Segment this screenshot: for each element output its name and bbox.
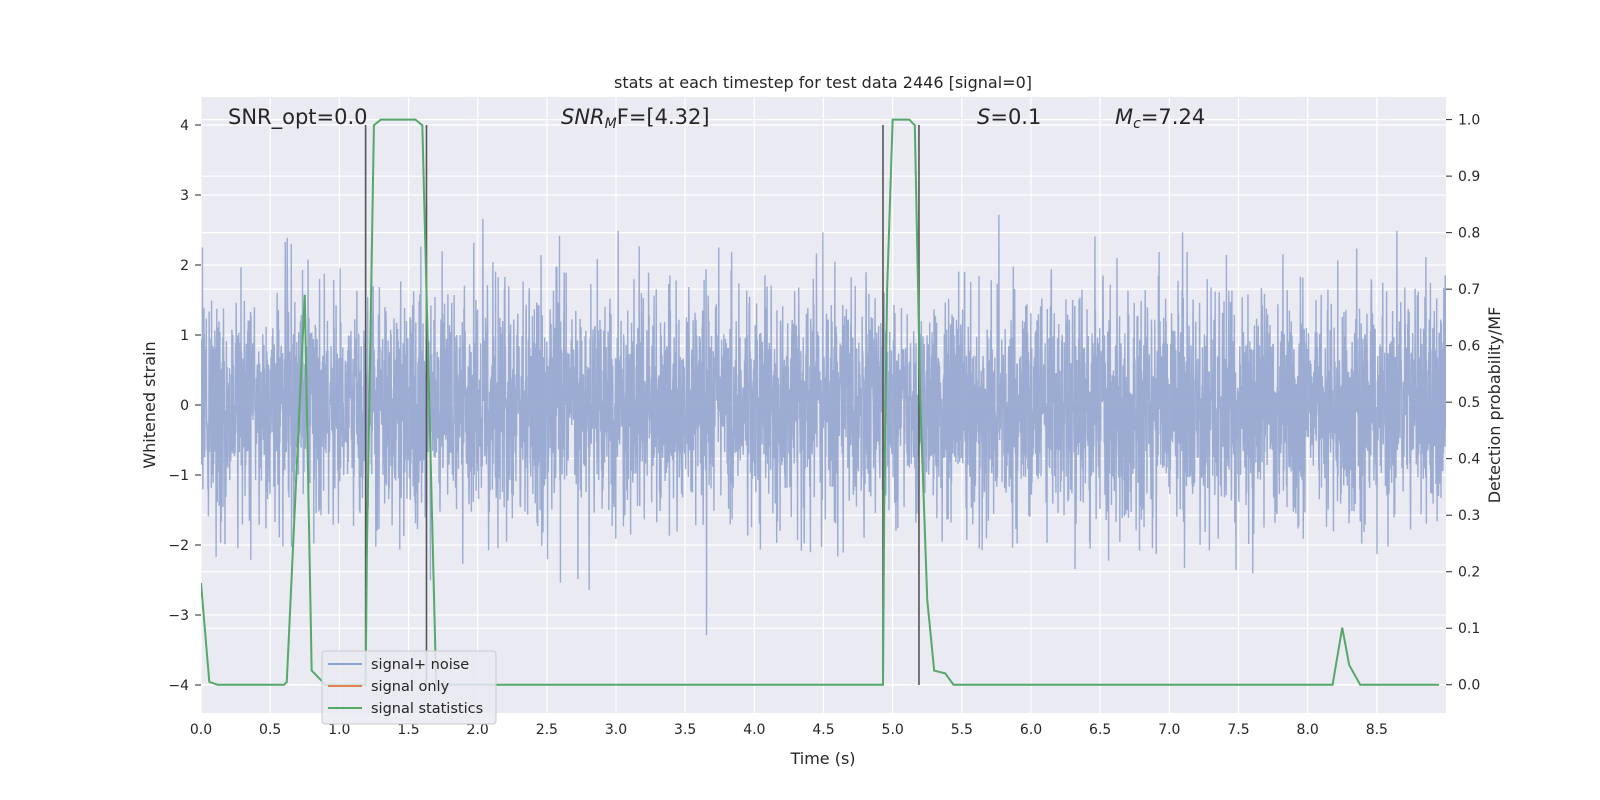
plot-area: [200, 97, 1446, 713]
legend-label-signal-statistics: signal statistics: [371, 701, 483, 717]
annotation-s: S=0.1: [977, 105, 1041, 129]
y-right-tick-label: 0.8: [1458, 226, 1480, 242]
y-right-tick-label: 0.2: [1458, 565, 1480, 581]
y-tick-label: −3: [168, 608, 189, 624]
x-tick-label: 1.5: [397, 722, 419, 738]
legend-label-signal-plus-noise: signal+ noise: [371, 657, 469, 673]
x-tick-label: 8.0: [1297, 722, 1319, 738]
y-right-tick-label: 0.6: [1458, 339, 1480, 355]
y-tick-label: 4: [180, 118, 189, 134]
y-tick-label: −2: [168, 538, 189, 554]
y-tick-label: −4: [168, 678, 189, 694]
y-right-tick-label: 0.3: [1458, 508, 1480, 524]
legend: signal+ noise signal only signal statist…: [321, 650, 497, 725]
y-right-tick-label: 1.0: [1458, 113, 1480, 129]
x-axis-label: Time (s): [789, 749, 855, 768]
x-tick-label: 5.5: [951, 722, 973, 738]
y-axis-ticks: 4 3 2 1 0 −1 −2 −3 −4: [168, 118, 201, 694]
x-tick-label: 5.0: [882, 722, 904, 738]
y-right-tick-label: 0.9: [1458, 169, 1480, 185]
series-signal-plus-noise: [201, 214, 1446, 636]
x-tick-label: 2.0: [467, 722, 489, 738]
x-tick-label: 1.0: [328, 722, 350, 738]
y-axis-right-ticks: 1.0 0.9 0.8 0.7 0.6 0.5 0.4 0.3 0.2 0.1 0.0: [1446, 113, 1480, 694]
y-right-tick-label: 0.5: [1458, 395, 1480, 411]
annotation-snr-mf: SNRMF=[4.32]: [561, 105, 710, 132]
y-tick-label: 0: [180, 398, 189, 414]
x-axis-ticks: 0.0 0.5 1.0 1.5 2.0 2.5 3.0 3.5 4.0 4.5 5.0 5.5 6.0 6…: [190, 722, 1388, 738]
y-right-tick-label: 0.0: [1458, 678, 1480, 694]
chart-title: stats at each timestep for test data 244…: [614, 73, 1032, 92]
x-tick-label: 0.5: [259, 722, 281, 738]
noise-trace: [201, 214, 1446, 636]
y-tick-label: 3: [180, 188, 189, 204]
x-tick-label: 6.5: [1089, 722, 1111, 738]
x-tick-label: 6.0: [1020, 722, 1042, 738]
y-tick-label: −1: [168, 468, 189, 484]
y-right-tick-label: 0.1: [1458, 621, 1480, 637]
x-tick-label: 3.0: [605, 722, 627, 738]
x-tick-label: 4.5: [812, 722, 834, 738]
statistics-line: [201, 118, 1440, 686]
legend-label-signal-only: signal only: [371, 679, 450, 695]
y-right-tick-label: 0.4: [1458, 452, 1480, 468]
x-tick-label: 3.5: [674, 722, 696, 738]
legend-box: [321, 650, 497, 725]
y-right-tick-label: 0.7: [1458, 282, 1480, 298]
x-tick-label: 0.0: [190, 722, 212, 738]
y-tick-label: 1: [180, 328, 189, 344]
x-tick-label: 7.5: [1227, 722, 1249, 738]
y-axis-label: Whitened strain: [140, 341, 159, 468]
x-tick-label: 8.5: [1366, 722, 1388, 738]
annotation-snr-opt: SNR_opt=0.0: [228, 105, 368, 130]
y-axis-right-label: Detection probability/MF: [1485, 307, 1504, 504]
series-signal-statistics: [201, 118, 1440, 686]
x-tick-label: 2.5: [536, 722, 558, 738]
y-tick-label: 2: [180, 258, 189, 274]
x-tick-label: 7.0: [1158, 722, 1180, 738]
x-tick-label: 4.0: [743, 722, 765, 738]
annotation-mc: Mc=7.24: [1115, 105, 1205, 132]
annotations: SNR_opt=0.0 SNRMF=[4.32] S=0.1 Mc=7.24: [228, 105, 1205, 132]
